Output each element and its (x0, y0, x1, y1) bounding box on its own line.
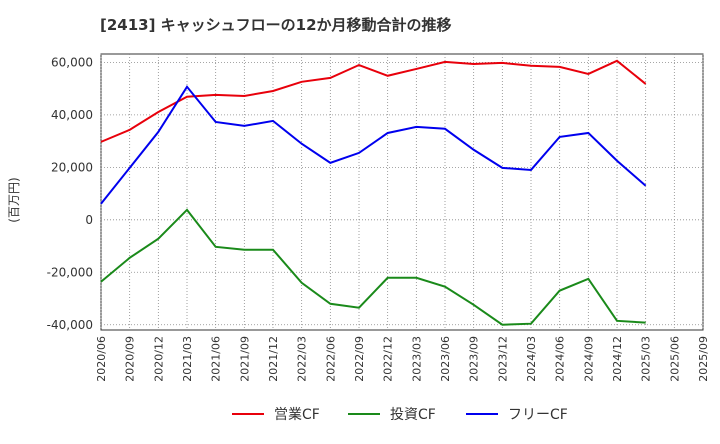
x-tick-label: 2025/09 (697, 336, 710, 382)
x-tick-label: 2021/03 (181, 336, 194, 382)
y-tick-label: 60,000 (51, 55, 93, 69)
x-tick-label: 2022/06 (324, 336, 337, 382)
x-tick-label: 2023/03 (410, 336, 423, 382)
y-tick-label: 0 (85, 213, 93, 227)
x-tick-label: 2025/06 (668, 336, 681, 382)
legend-label: 営業CF (274, 407, 320, 423)
x-tick-label: 2023/12 (496, 336, 509, 382)
x-tick-label: 2025/03 (640, 336, 653, 382)
x-tick-label: 2020/12 (152, 336, 165, 382)
x-tick-label: 2023/06 (439, 336, 452, 382)
axes: 2020/06 2020/09 2020/12 2021/03 2021/06 2021/… (47, 55, 710, 381)
series-line-1 (100, 208, 646, 326)
chart-title: [2413] キャッシュフローの12か月移動合計の推移 (100, 16, 452, 34)
x-tick-label: 2021/06 (210, 336, 223, 382)
y-tick-label: 40,000 (51, 108, 93, 122)
x-tick-label: 2021/12 (267, 336, 280, 382)
x-tick-label: 2024/06 (554, 336, 567, 382)
legend-label: フリーCF (508, 407, 568, 423)
x-tick-label: 2020/06 (95, 336, 108, 382)
x-tick-label: 2022/12 (382, 336, 395, 382)
x-tick-label: 2022/03 (296, 336, 309, 382)
legend: 営業CF 投資CF フリーCF (232, 407, 568, 423)
x-tick-label: 2024/03 (525, 336, 538, 382)
grid (100, 53, 704, 331)
y-tick-label: -20,000 (47, 265, 93, 279)
legend-label: 投資CF (390, 407, 436, 423)
x-tick-label: 2020/09 (124, 336, 137, 382)
x-tick-label: 2024/12 (611, 336, 624, 382)
y-tick-label: -40,000 (47, 318, 93, 332)
plot-area (100, 53, 704, 331)
y-axis-label: (百万円) (7, 177, 21, 222)
x-tick-label: 2022/09 (353, 336, 366, 382)
x-tick-label: 2023/09 (468, 336, 481, 382)
x-tick-label: 2021/09 (238, 336, 251, 382)
series-line-2 (100, 85, 647, 205)
series-line-0 (100, 59, 647, 143)
x-tick-label: 2024/09 (582, 336, 595, 382)
series-lines (100, 59, 647, 326)
y-tick-label: 20,000 (51, 160, 93, 174)
